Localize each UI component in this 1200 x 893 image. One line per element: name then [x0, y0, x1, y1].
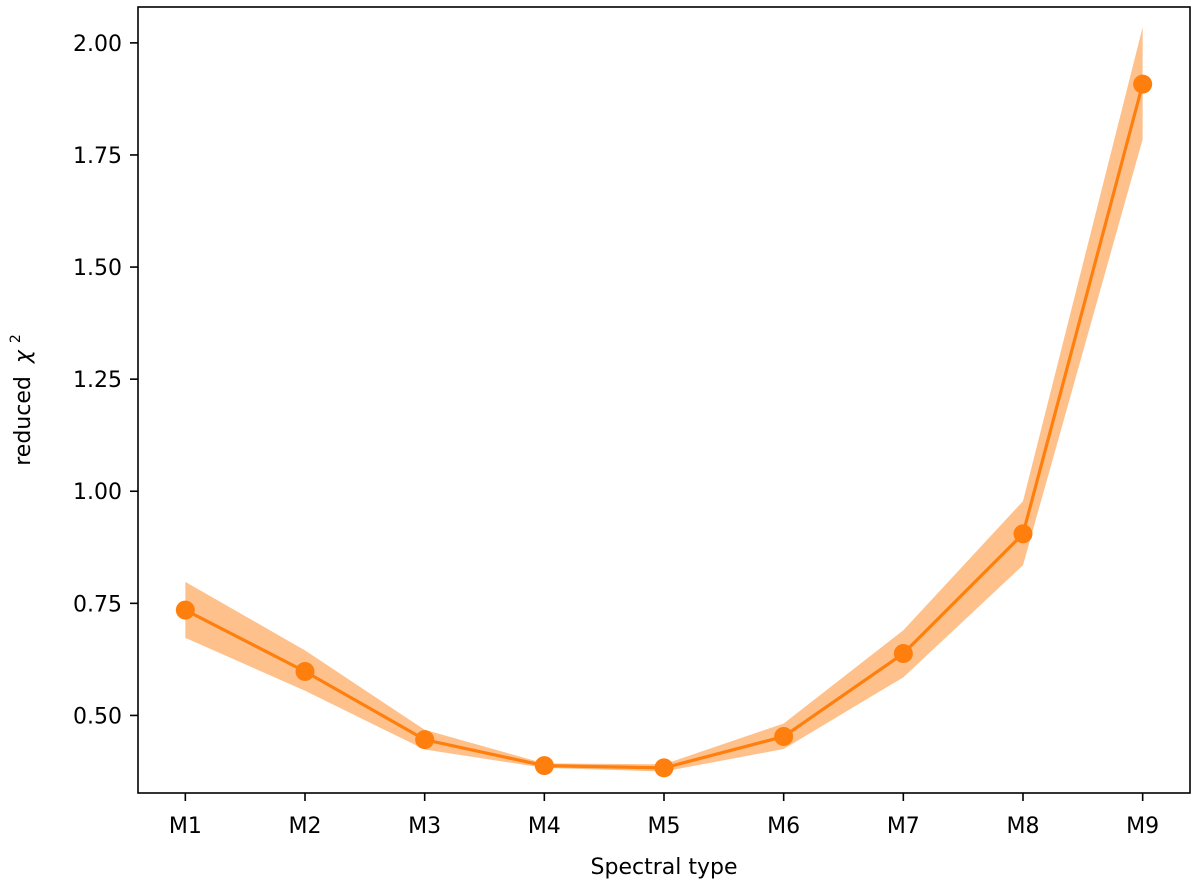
- data-point-M8: [1013, 524, 1033, 544]
- x-tick-label-M7: M7: [887, 814, 920, 839]
- x-tick-label-M4: M4: [528, 814, 561, 839]
- y-axis-ticks: 0.50 0.75 1.00 1.25 1.50 1.75 2.00: [73, 32, 138, 729]
- series-line-layer: [184, 83, 1145, 770]
- series-line-0: [184, 83, 1145, 770]
- data-point-M3: [415, 730, 435, 750]
- x-tick-label-M3: M3: [408, 814, 441, 839]
- confidence-band-layer: [185, 27, 1143, 772]
- data-point-M7: [893, 644, 913, 664]
- x-tick-label-M2: M2: [289, 814, 322, 839]
- data-point-M1: [175, 600, 195, 620]
- data-point-M6: [774, 727, 794, 747]
- x-tick-label-M5: M5: [648, 814, 681, 839]
- data-point-M4: [534, 756, 554, 776]
- x-tick-label-M8: M8: [1007, 814, 1040, 839]
- x-tick-label-M9: M9: [1126, 814, 1159, 839]
- data-point-M5: [654, 758, 674, 778]
- data-point-layer: [175, 74, 1153, 778]
- data-point-M2: [295, 661, 315, 681]
- y-tick-label-6: 2.00: [73, 32, 122, 57]
- x-axis-ticks: M1 M2 M3 M4 M5 M6 M7 M8 M9: [169, 793, 1159, 839]
- x-tick-label-M6: M6: [767, 814, 800, 839]
- confidence-band-0: [185, 27, 1143, 772]
- x-tick-label-M1: M1: [169, 814, 202, 839]
- y-axis-label: reduced χ 2: [8, 334, 36, 466]
- y-axis-label-text: reduced: [11, 376, 36, 466]
- y-tick-label-0: 0.50: [73, 704, 122, 729]
- y-tick-label-3: 1.25: [73, 368, 122, 393]
- y-axis-label-symbol: χ: [11, 349, 36, 364]
- y-tick-label-4: 1.50: [73, 256, 122, 281]
- data-point-M9: [1133, 74, 1153, 94]
- y-tick-label-2: 1.00: [73, 480, 122, 505]
- x-axis-label: Spectral type: [591, 855, 738, 880]
- y-axis-label-superscript: 2: [8, 334, 24, 343]
- y-tick-label-5: 1.75: [73, 144, 122, 169]
- y-tick-label-1: 0.75: [73, 592, 122, 617]
